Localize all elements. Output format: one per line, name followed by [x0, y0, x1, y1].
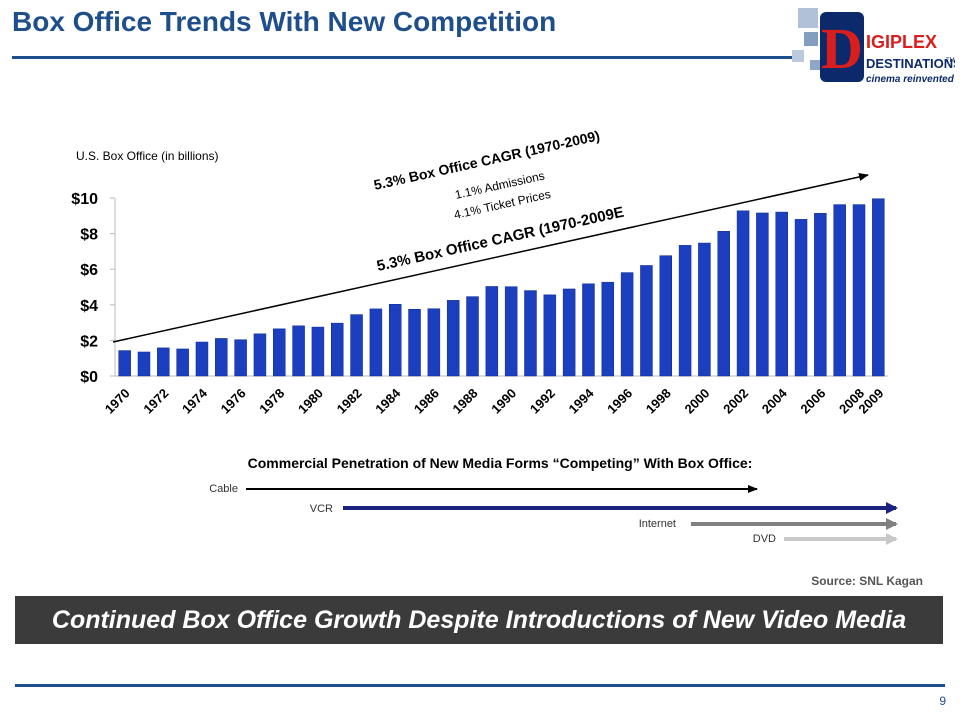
bar-1985 [408, 309, 421, 377]
x-tick-label: 1980 [295, 386, 326, 417]
x-tick-label: 1970 [102, 386, 133, 417]
x-tick-label: 1990 [488, 386, 519, 417]
bar-1983 [369, 308, 383, 377]
y-tick-label: $2 [80, 333, 98, 350]
bar-1999 [678, 245, 692, 377]
bar-1972 [157, 347, 170, 377]
bar-1977 [253, 333, 267, 377]
bar-2006 [814, 213, 827, 377]
bar-1984 [388, 304, 402, 377]
bar-1988 [466, 296, 479, 377]
bar-2001 [717, 231, 730, 377]
bar-1993 [562, 288, 576, 377]
x-tick-label: 2006 [797, 386, 828, 417]
bar-1995 [601, 281, 615, 377]
penetration-title: Commercial Penetration of New Media Form… [248, 455, 753, 471]
bar-2007 [833, 204, 846, 377]
bar-1981 [330, 322, 344, 377]
bar-2008 [852, 204, 866, 377]
bar-1991 [524, 290, 537, 377]
conclusion-banner: Continued Box Office Growth Despite Intr… [15, 596, 943, 644]
bar-1978 [273, 328, 286, 377]
page-title: Box Office Trends With New Competition [12, 6, 557, 37]
cagr-trend-arrow [112, 173, 869, 343]
y-axis-label: U.S. Box Office (in billions) [76, 149, 219, 163]
company-logo: D IGIPLEX DESTINATIONS TM cinema reinven… [792, 8, 955, 85]
y-tick-label: $8 [80, 227, 98, 244]
bar-2000 [698, 242, 711, 377]
svg-text:cinema reinvented: cinema reinvented [866, 74, 955, 85]
bar-1971 [137, 351, 151, 377]
cagr-line-label: 5.3% Box Office CAGR (1970-2009E [375, 204, 625, 275]
x-tick-label: 1994 [566, 385, 598, 417]
bar-1970 [118, 350, 131, 377]
bar-2003 [756, 212, 769, 377]
bar-1976 [234, 339, 247, 377]
svg-text:D: D [821, 16, 863, 81]
y-tick-label: $6 [80, 262, 98, 279]
bar-2009 [872, 198, 885, 377]
bar-1994 [582, 283, 595, 377]
page-number: 9 [939, 694, 946, 708]
bar-1980 [311, 326, 325, 377]
x-tick-label: 1982 [334, 386, 365, 417]
x-tick-label: 2000 [681, 386, 712, 417]
x-tick-label: 1974 [179, 385, 211, 417]
bar-1982 [350, 314, 363, 377]
bar-1997 [640, 265, 653, 377]
cable-label: Cable [209, 483, 238, 495]
x-tick-label: 2004 [759, 385, 791, 417]
x-tick-label: 2002 [720, 386, 751, 417]
bar-2004 [775, 211, 788, 377]
bar-1996 [620, 272, 634, 377]
bar-1986 [427, 308, 441, 377]
bar-2002 [736, 210, 750, 377]
bar-1987 [446, 300, 460, 377]
bar-1998 [659, 255, 673, 377]
box-office-chart: U.S. Box Office (in billions) $0 $2 $4 $6 $8… [71, 127, 898, 545]
x-tick-label: 1996 [604, 386, 635, 417]
x-tick-label: 1988 [450, 386, 481, 417]
bar-1979 [292, 325, 305, 377]
vcr-label: VCR [310, 503, 333, 515]
svg-text:IGIPLEX: IGIPLEX [866, 32, 937, 52]
title-divider [12, 56, 792, 59]
y-tick-label: $0 [80, 369, 98, 386]
internet-label: Internet [639, 518, 676, 530]
bar-1973 [176, 348, 189, 377]
x-tick-label: 1978 [256, 386, 287, 417]
dvd-label: DVD [753, 533, 776, 545]
x-tick-label: 1986 [411, 386, 442, 417]
bar-1974 [195, 341, 209, 377]
x-tick-label: 1984 [372, 385, 404, 417]
bar-2005 [794, 219, 808, 377]
bar-1975 [215, 338, 228, 377]
x-tick-label: 1976 [218, 386, 249, 417]
svg-text:TM: TM [946, 58, 955, 64]
bar-1989 [485, 286, 499, 377]
svg-text:DESTINATIONS: DESTINATIONS [866, 56, 955, 71]
bar-1992 [543, 294, 557, 377]
x-tick-label: 1972 [140, 386, 171, 417]
x-tick-label: 1998 [643, 386, 674, 417]
y-tick-label: $10 [71, 191, 98, 208]
bar-1990 [504, 286, 518, 377]
y-tick-label: $4 [80, 298, 98, 315]
x-tick-label: 1992 [527, 386, 558, 417]
footer-divider [15, 684, 945, 687]
source-note: Source: SNL Kagan [811, 574, 923, 588]
